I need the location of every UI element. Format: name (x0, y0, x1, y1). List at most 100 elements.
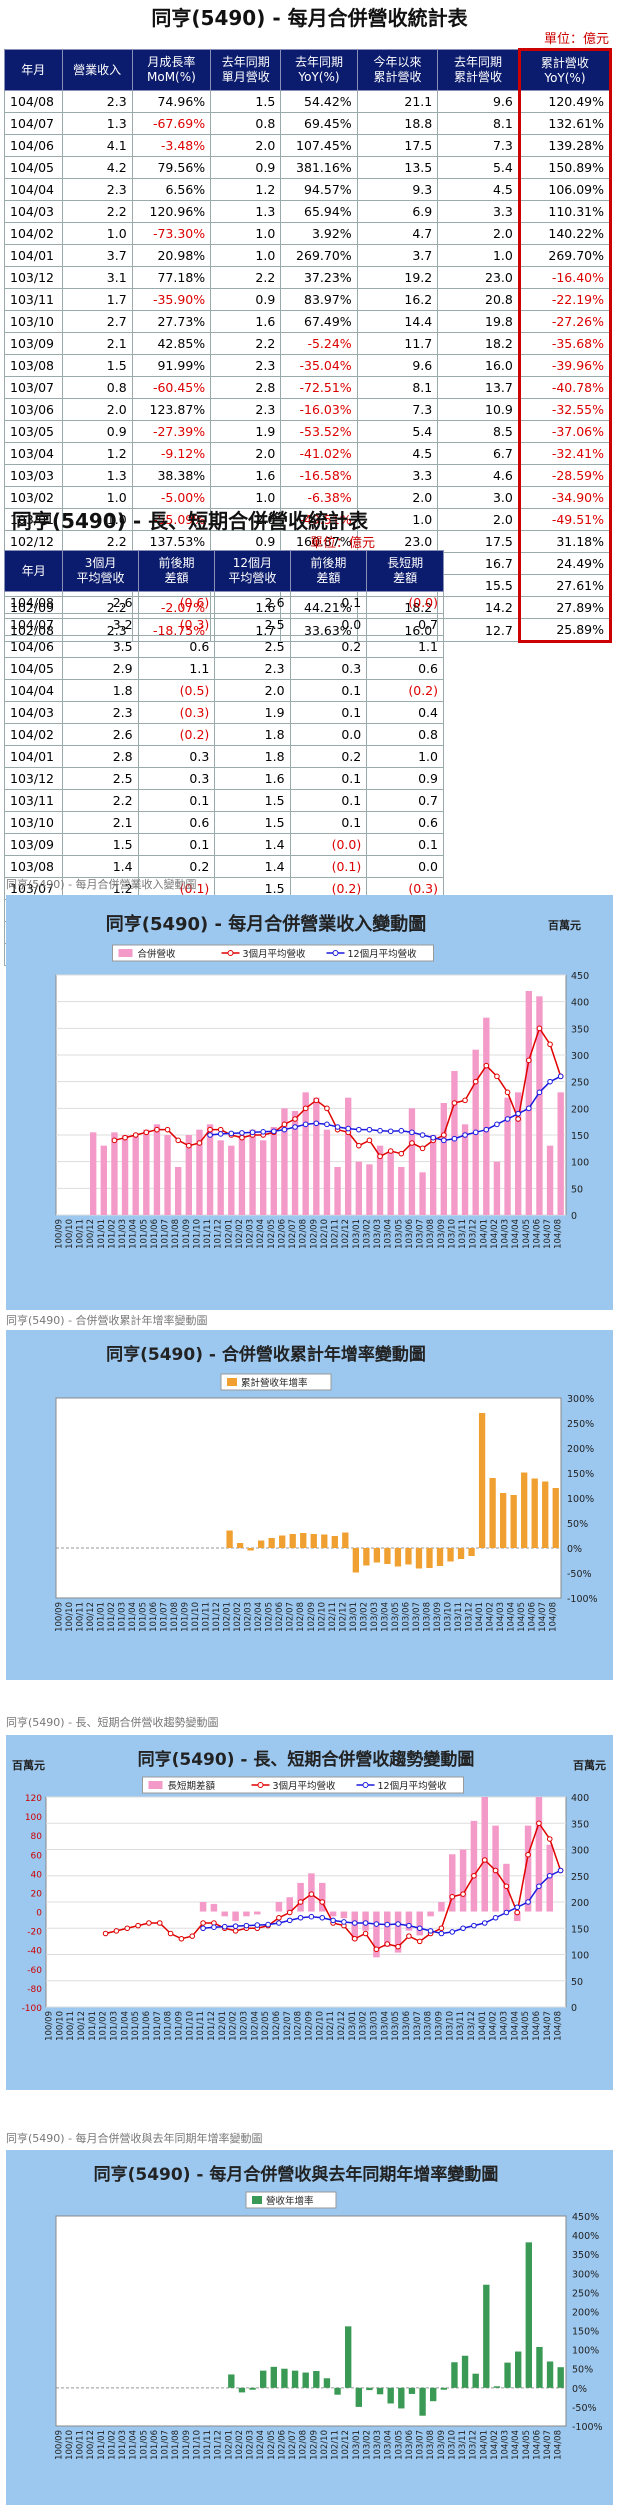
unit-label: 百萬元 (548, 918, 581, 932)
table-cell: -27.26% (517, 310, 613, 333)
avg12-point (313, 1120, 320, 1127)
table-cell: 91.99% (131, 354, 212, 377)
table-cell: -35.04% (280, 354, 358, 377)
x-tick-label: 102/01 (224, 2430, 234, 2460)
avg12-line (203, 1869, 561, 1935)
table-cell: 0.6 (137, 635, 216, 658)
avg3-point (504, 1089, 511, 1096)
table-cell: -41.02% (280, 442, 358, 465)
bar (394, 1911, 402, 1953)
table-cell: 37.23% (280, 266, 358, 289)
table-cell: 9.6 (437, 90, 520, 113)
x-tick-label: 101/06 (150, 2430, 160, 2460)
bar (175, 1167, 182, 1215)
x-tick-label: 100/10 (65, 2430, 75, 2460)
table-cell: 2.0 (437, 508, 520, 531)
avg12-point (330, 1917, 336, 1924)
table-row: 104/06 4.1 -3.48% 2.0 107.45% 17.5 7.3 139.28% (4, 134, 613, 157)
avg12-point (460, 1925, 466, 1932)
table-cell: -73.30% (131, 222, 212, 245)
bar (206, 1124, 214, 1215)
avg12-point (430, 1134, 436, 1141)
bar (438, 1902, 445, 1912)
avg3-point (175, 1137, 181, 1144)
avg3-point (409, 1140, 415, 1146)
table-cell: 5.4 (437, 156, 520, 179)
x-tick-label: 101/06 (149, 1602, 159, 1632)
table-cell: 110.31% (517, 200, 613, 223)
table-cell: 104/06 (3, 635, 64, 658)
table-cell: 103/09 (4, 332, 63, 355)
avg3-point (276, 1914, 282, 1921)
bar (483, 1017, 490, 1215)
chart-title: 同亨(5490) - 每月合併營收與去年同期年增率變動圖 (94, 2164, 499, 2185)
table-cell: 16.7 (437, 552, 520, 575)
table-cell: 0.9 (210, 530, 282, 553)
avg3-point (395, 1943, 401, 1950)
avg3-point (416, 1938, 423, 1945)
bar (419, 1172, 426, 1215)
table-cell: 8.1 (356, 376, 439, 399)
y-left-tick-label: -80 (27, 1985, 42, 1995)
bar (376, 1145, 384, 1215)
y-right-tick-label: 0 (571, 2003, 577, 2014)
bar (289, 1534, 296, 1548)
y-tick-label: 100% (567, 1494, 594, 1505)
avg12-point (504, 1116, 511, 1122)
table-cell: 2.2 (61, 200, 133, 223)
x-tick-label: 100/12 (86, 2430, 96, 2460)
x-tick-label: 102/10 (320, 2430, 330, 2460)
x-tick-label: 100/09 (44, 2011, 54, 2041)
avg3-point (387, 1148, 394, 1154)
y-tick-label: -100% (572, 2422, 603, 2433)
avg3-point (189, 1933, 196, 1939)
bar (398, 1167, 405, 1215)
x-tick-label: 102/08 (296, 1602, 306, 1632)
x-tick-label: 103/06 (405, 2430, 415, 2460)
table-row: 103/12 2.5 0.3 1.6 0.1 0.9 (3, 767, 444, 790)
bar (514, 1911, 521, 1922)
table-cell: -28.59% (517, 464, 613, 487)
avg3-point (462, 1097, 468, 1104)
x-tick-label: 101/03 (109, 2011, 119, 2041)
avg3-point (373, 1946, 380, 1953)
avg12-point (449, 1929, 456, 1935)
avg3-point (178, 1935, 185, 1942)
y-left-tick-label: -40 (27, 1947, 42, 1957)
x-tick-label: 102/05 (267, 2430, 277, 2460)
avg12-point (481, 1920, 488, 1926)
avg3-point (297, 1899, 304, 1905)
table-cell: 104/03 (3, 701, 64, 724)
avg12-point (281, 1126, 288, 1133)
bar (440, 2387, 447, 2390)
y-tick-label: 150% (567, 1469, 594, 1480)
legend-label: 3個月平均營收 (243, 948, 307, 960)
table-cell: 25.89% (517, 618, 613, 643)
table-header: 累計營收 YoY(%) (517, 48, 613, 91)
y-right-tick-label: 400 (571, 1793, 589, 1804)
table-cell: 160.87% (280, 530, 358, 553)
x-tick-label: 101/06 (150, 1219, 160, 1249)
avg3-point (154, 1126, 160, 1133)
x-tick-label: 101/11 (203, 2430, 213, 2460)
table-cell: 103/08 (3, 855, 64, 878)
x-tick-label: 100/09 (54, 1219, 64, 1249)
x-tick-label: 102/06 (277, 1219, 287, 1249)
table-cell: 1.5 (210, 90, 282, 113)
y-left-tick-label: 0 (36, 1909, 42, 1919)
bar (199, 1902, 207, 1912)
table-cell: 0.1 (137, 833, 216, 856)
table-cell: 103/11 (3, 789, 64, 812)
table-cell: 18.8 (356, 112, 439, 135)
avg12-point (228, 1130, 235, 1137)
x-tick-label: 103/04 (384, 2430, 394, 2460)
table-cell: 1.0 (210, 244, 282, 267)
y-right-tick-label: 50 (571, 1977, 583, 1988)
bar (345, 1097, 352, 1215)
table-cell: 123.87% (131, 398, 212, 421)
bar (440, 1103, 447, 1215)
bar (493, 1161, 501, 1215)
table-cell: 11.7 (356, 332, 439, 355)
table-cell: 104/07 (4, 112, 63, 135)
table-row: 103/10 2.7 27.73% 1.6 67.49% 14.4 19.8 -27.26% (4, 310, 613, 333)
